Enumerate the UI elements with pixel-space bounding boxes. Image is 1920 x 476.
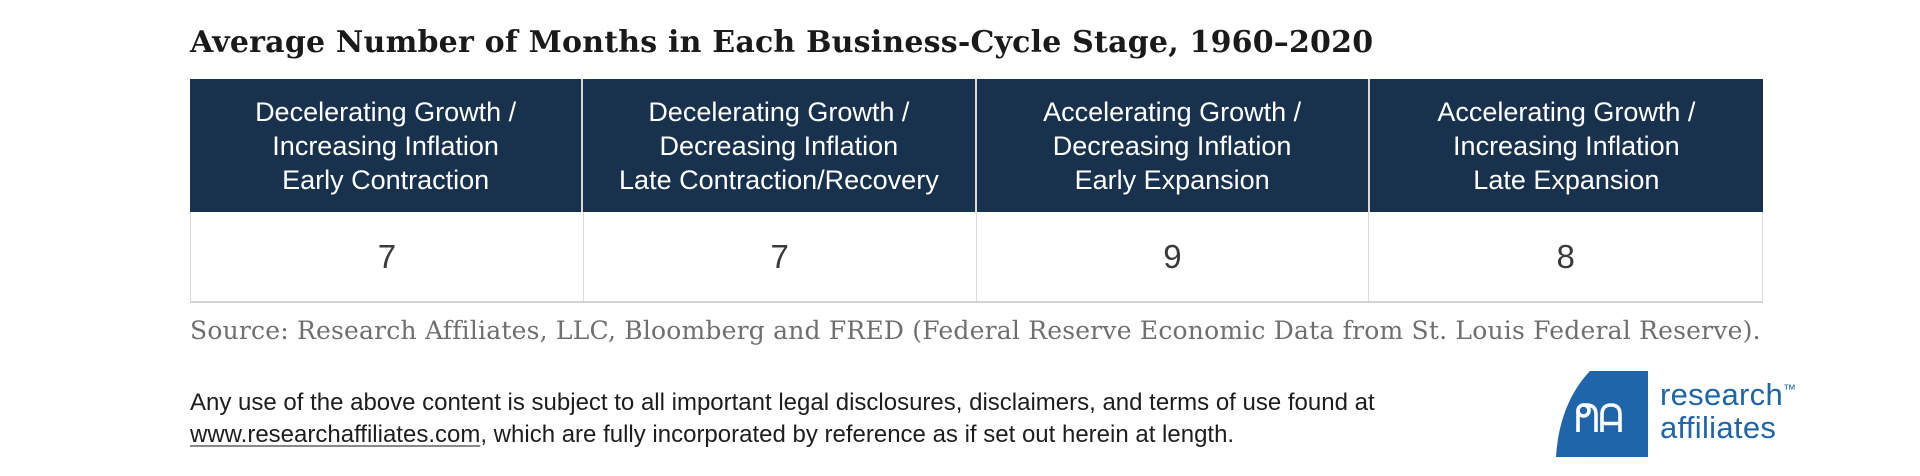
logo-wordmark: research™ affiliates xyxy=(1660,378,1796,444)
source-note: Source: Research Affiliates, LLC, Bloomb… xyxy=(190,316,1761,345)
table-header-row: Decelerating Growth / Increasing Inflati… xyxy=(190,79,1763,212)
legal-disclaimer-line2: , which are fully incorporated by refere… xyxy=(480,421,1235,448)
header-line: Accelerating Growth / xyxy=(1437,96,1696,127)
ra-monogram-icon xyxy=(1556,371,1648,462)
table-header-cell-late-contraction: Decelerating Growth / Decreasing Inflati… xyxy=(583,79,977,212)
header-line: Increasing Inflation xyxy=(1453,130,1680,161)
research-affiliates-logo: research™ affiliates xyxy=(1556,371,1796,462)
legal-disclaimer-line1: Any use of the above content is subject … xyxy=(190,389,1375,416)
header-line: Early Expansion xyxy=(1074,164,1270,195)
chart-title: Average Number of Months in Each Busines… xyxy=(190,25,1374,60)
table-header-cell-early-contraction: Decelerating Growth / Increasing Inflati… xyxy=(190,79,584,212)
table-value-row: 7 7 9 8 xyxy=(190,212,1763,303)
header-line: Decreasing Inflation xyxy=(659,130,899,161)
header-line: Decelerating Growth / xyxy=(255,96,517,127)
table-value-cell-early-expansion: 9 xyxy=(976,212,1370,301)
table-header-cell-early-expansion: Accelerating Growth / Decreasing Inflati… xyxy=(976,79,1370,212)
header-line: Late Expansion xyxy=(1473,164,1660,195)
table-value-cell-late-expansion: 8 xyxy=(1369,212,1762,301)
header-line: Decelerating Growth / xyxy=(648,96,910,127)
header-line: Late Contraction/Recovery xyxy=(619,164,939,195)
table-value-cell-early-contraction: 7 xyxy=(191,212,584,301)
trademark-symbol: ™ xyxy=(1783,381,1797,397)
header-line: Accelerating Growth / xyxy=(1043,96,1302,127)
legal-disclaimer: Any use of the above content is subject … xyxy=(190,387,1420,451)
figure-content: Average Number of Months in Each Busines… xyxy=(190,0,1763,451)
business-cycle-table: Decelerating Growth / Increasing Inflati… xyxy=(190,79,1763,303)
logo-line-research: research™ xyxy=(1660,377,1797,412)
table-value-cell-late-contraction: 7 xyxy=(583,212,977,301)
header-line: Decreasing Inflation xyxy=(1052,130,1292,161)
header-line: Increasing Inflation xyxy=(272,130,499,161)
header-line: Early Contraction xyxy=(282,164,490,195)
research-affiliates-link[interactable]: www.researchaffiliates.com xyxy=(190,421,481,448)
table-header-cell-late-expansion: Accelerating Growth / Increasing Inflati… xyxy=(1369,79,1763,212)
logo-line-affiliates: affiliates xyxy=(1660,410,1777,445)
